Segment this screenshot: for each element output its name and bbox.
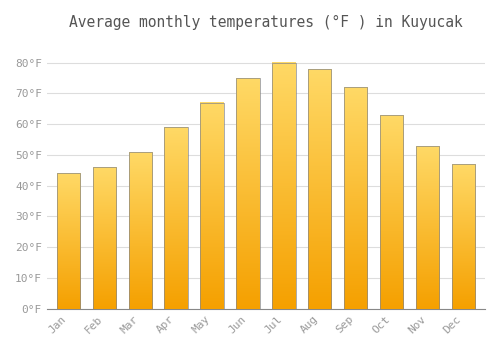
Bar bbox=[272, 63, 295, 309]
Bar bbox=[452, 164, 475, 309]
Bar bbox=[128, 152, 152, 309]
Bar bbox=[344, 88, 368, 309]
Bar bbox=[380, 115, 404, 309]
Title: Average monthly temperatures (°F ) in Kuyucak: Average monthly temperatures (°F ) in Ku… bbox=[69, 15, 463, 30]
Bar bbox=[92, 167, 116, 309]
Bar bbox=[200, 103, 224, 309]
Bar bbox=[416, 146, 439, 309]
Bar bbox=[236, 78, 260, 309]
Bar bbox=[56, 174, 80, 309]
Bar bbox=[308, 69, 332, 309]
Bar bbox=[164, 127, 188, 309]
